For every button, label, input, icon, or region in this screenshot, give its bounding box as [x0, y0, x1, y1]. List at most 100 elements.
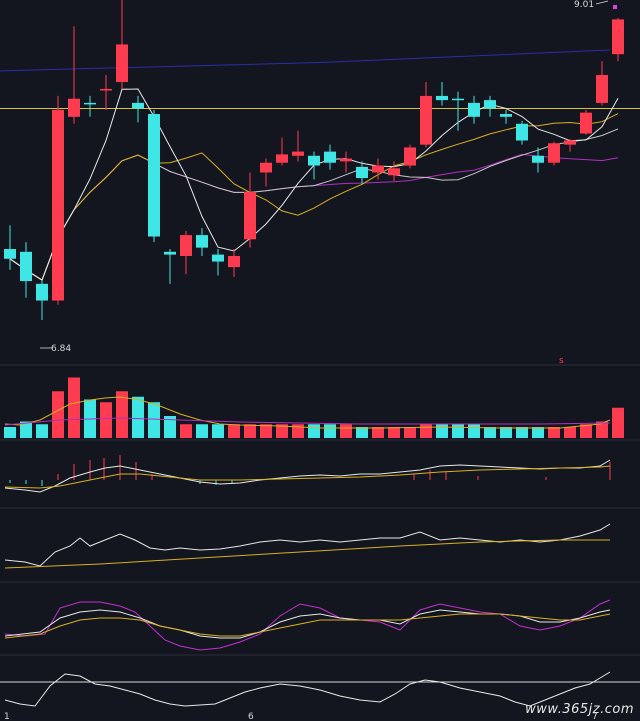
candle — [52, 95, 64, 305]
volume-bar — [356, 427, 368, 438]
volume-bar — [212, 424, 224, 438]
candle-body — [292, 151, 304, 156]
volume-ma-long — [4, 417, 611, 426]
kdj-j-line — [4, 599, 611, 651]
date-label-3: 7 — [592, 712, 598, 721]
volume-bar — [420, 424, 432, 438]
volume-bar — [404, 427, 416, 438]
high-price-marker: 9.01 — [574, 0, 617, 10]
candle — [292, 130, 304, 162]
candle-body — [468, 102, 480, 117]
indicator-panel-2 — [0, 671, 640, 707]
candle — [500, 109, 512, 124]
candle — [388, 161, 400, 181]
candle — [564, 139, 576, 152]
volume-bar — [548, 427, 560, 438]
candle — [436, 82, 448, 106]
volume-bar — [68, 377, 80, 438]
volume-bar — [276, 424, 288, 438]
candle — [244, 172, 256, 248]
candle-body — [52, 109, 64, 301]
volume-bar — [52, 391, 64, 438]
volume-bar — [516, 427, 528, 438]
volume-bar — [324, 424, 336, 438]
candle — [372, 158, 384, 180]
candle-body — [372, 165, 384, 173]
volume-bars — [4, 377, 624, 438]
volume-bar — [164, 416, 176, 438]
candle-body — [532, 155, 544, 163]
candle-body — [436, 95, 448, 101]
panel-dividers — [0, 364, 640, 656]
ma-blue-line — [0, 49, 611, 72]
volume-bar — [148, 402, 160, 438]
volume-bar — [308, 424, 320, 438]
candle-body — [340, 158, 352, 162]
candle-body — [404, 147, 416, 166]
candle-body — [132, 102, 144, 109]
candle-body — [212, 254, 224, 262]
volume-bar — [116, 391, 128, 438]
macd-panel — [4, 455, 611, 493]
candle-body — [164, 251, 176, 255]
candle-body — [388, 168, 400, 176]
candle — [148, 109, 160, 243]
candle — [356, 161, 368, 184]
candle-body — [68, 98, 80, 117]
candle — [548, 141, 560, 166]
volume-bar — [196, 424, 208, 438]
candle — [116, 0, 128, 89]
candle — [580, 109, 592, 135]
candle — [196, 228, 208, 256]
volume-bar — [372, 427, 384, 438]
candle-body — [324, 151, 336, 163]
candle-body — [484, 100, 496, 109]
price-panel: 9.01 6.84 s — [0, 0, 640, 366]
indicator2-line — [4, 671, 611, 707]
candle — [596, 61, 608, 106]
candle-body — [20, 251, 32, 282]
candle — [84, 95, 96, 117]
candle — [404, 144, 416, 169]
volume-bar — [180, 424, 192, 438]
candle-body — [148, 114, 160, 237]
candle-body — [260, 162, 272, 173]
candle-body — [4, 249, 16, 259]
candle — [452, 91, 464, 131]
candle-body — [276, 154, 288, 163]
candle-body — [452, 98, 464, 101]
candle — [212, 249, 224, 276]
candle — [180, 230, 192, 275]
candle — [228, 249, 240, 277]
candle-body — [420, 95, 432, 145]
candle — [468, 95, 480, 124]
candle-body — [356, 166, 368, 179]
volume-bar — [244, 424, 256, 438]
low-price-marker: 6.84 — [40, 344, 71, 354]
candle — [420, 82, 432, 148]
candle — [484, 95, 496, 117]
candle — [612, 18, 624, 62]
candle-body — [180, 235, 192, 256]
volume-bar — [612, 407, 624, 438]
candle-body — [516, 123, 528, 141]
volume-bar — [4, 427, 16, 438]
kdj-panel — [4, 599, 611, 651]
volume-bar — [132, 396, 144, 438]
high-price-dot — [613, 5, 617, 9]
date-axis: 1 6 7 — [4, 712, 598, 721]
volume-bar — [452, 424, 464, 438]
kdj-k-line — [4, 609, 611, 639]
candle-body — [100, 88, 112, 91]
volume-bar — [36, 424, 48, 438]
indicator-panel-1 — [4, 523, 611, 569]
candle-body — [308, 155, 320, 166]
high-price-leader — [595, 0, 609, 5]
indicator1-white-line — [4, 523, 611, 567]
volume-bar — [292, 424, 304, 438]
candle-body — [228, 255, 240, 268]
volume-bar — [596, 421, 608, 438]
candle — [276, 137, 288, 166]
volume-panel — [4, 377, 624, 438]
